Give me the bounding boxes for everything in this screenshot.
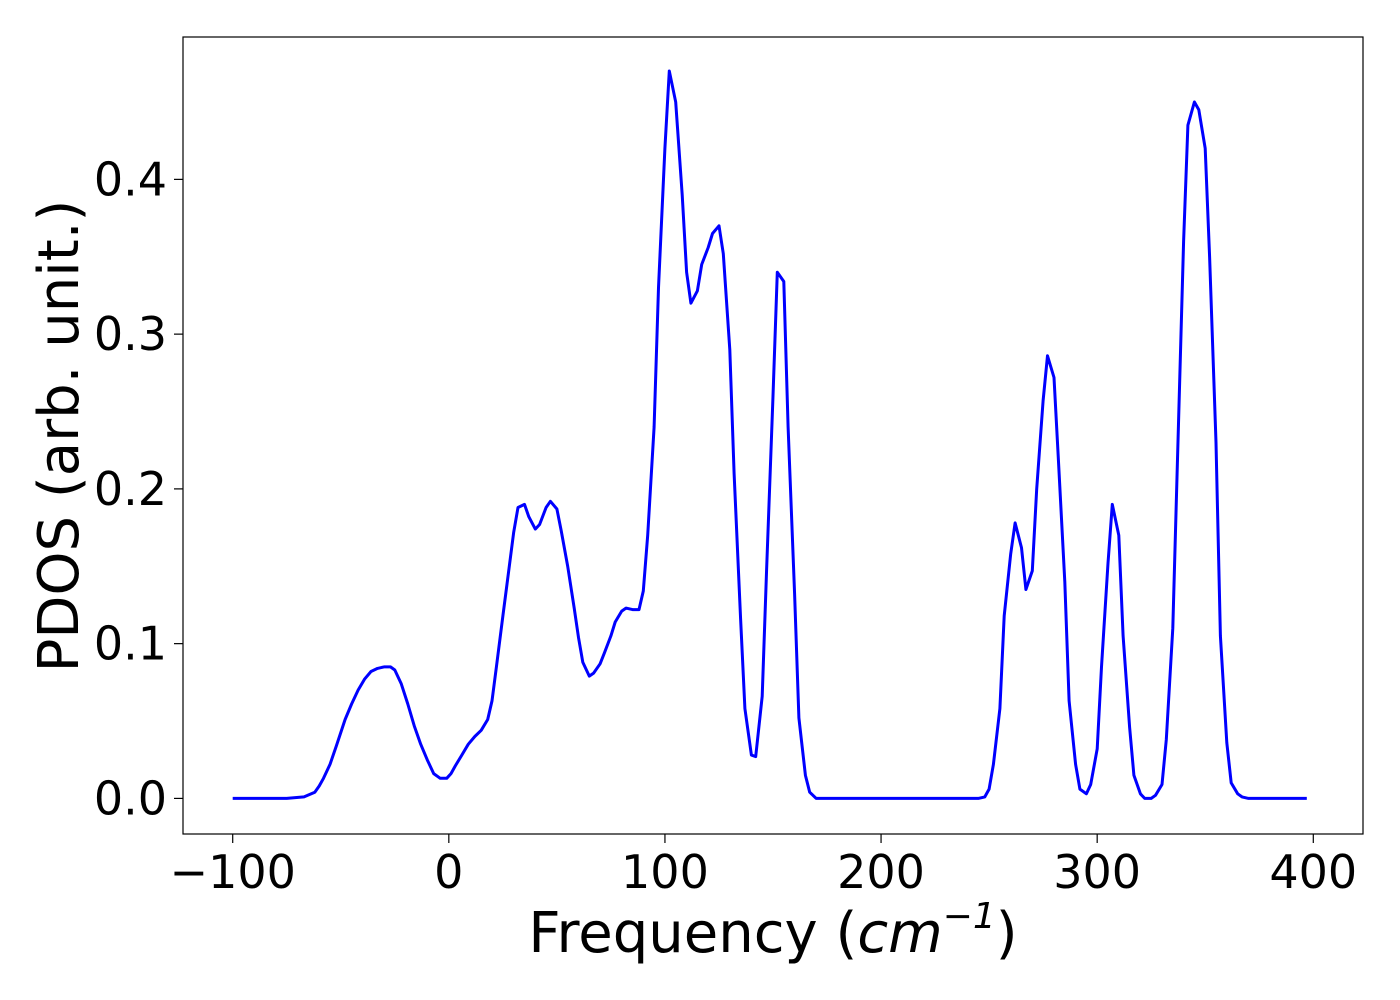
x-tick-label: 200 [837, 845, 925, 899]
x-tick-label: 0 [434, 845, 463, 899]
x-axis-label: Frequency (cm−1) [528, 896, 1017, 966]
y-axis-ticks: 0.0 0.1 0.2 0.3 0.4 [94, 152, 183, 825]
y-tick-label: 0.0 [94, 771, 167, 825]
x-tick-label: 400 [1269, 845, 1357, 899]
x-axis-ticks: −100 0 100 200 300 400 [170, 834, 1357, 899]
y-tick-label: 0.2 [94, 462, 167, 516]
x-tick-label: 100 [621, 845, 709, 899]
pdos-series-line [232, 69, 1307, 800]
x-tick-label: −100 [170, 845, 296, 899]
y-tick-label: 0.4 [94, 152, 167, 206]
y-tick-label: 0.3 [94, 307, 167, 361]
y-tick-label: 0.1 [94, 617, 167, 671]
plot-area-frame [182, 36, 1364, 835]
x-tick-label: 300 [1053, 845, 1141, 899]
y-axis-label: PDOS (arb. unit.) [27, 200, 92, 673]
